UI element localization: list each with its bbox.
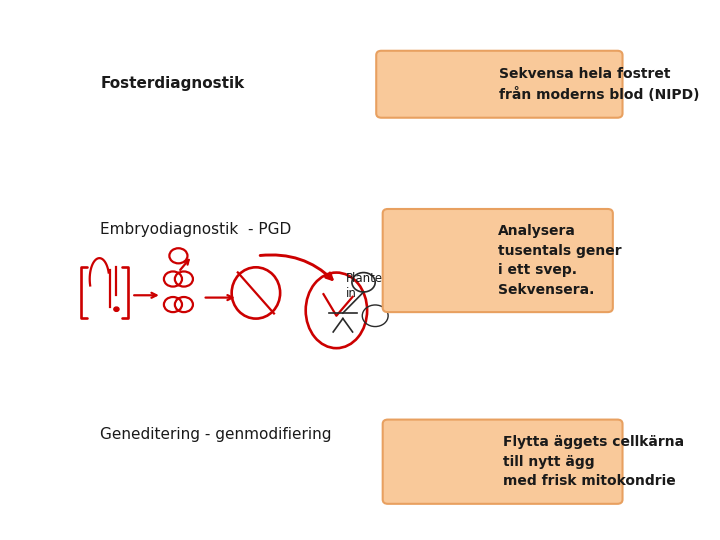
Text: Plantera
in: Plantera in bbox=[346, 272, 395, 300]
Text: Analysera
tusentals gener
i ett svep.
Sekvensera.: Analysera tusentals gener i ett svep. Se… bbox=[498, 224, 621, 297]
Text: Embryodiagnostik  - PGD: Embryodiagnostik - PGD bbox=[100, 222, 292, 237]
Text: Sekvensa hela fostret
från moderns blod (NIPD): Sekvensa hela fostret från moderns blod … bbox=[500, 67, 700, 102]
Text: Fosterdiagnostik: Fosterdiagnostik bbox=[100, 76, 245, 91]
Circle shape bbox=[114, 307, 119, 312]
Text: Flytta äggets cellkärna
till nytt ägg
med frisk mitokondrie: Flytta äggets cellkärna till nytt ägg me… bbox=[503, 435, 684, 488]
Text: Geneditering - genmodifiering: Geneditering - genmodifiering bbox=[100, 427, 332, 442]
FancyBboxPatch shape bbox=[383, 420, 623, 504]
FancyBboxPatch shape bbox=[383, 209, 613, 312]
FancyBboxPatch shape bbox=[377, 51, 623, 118]
